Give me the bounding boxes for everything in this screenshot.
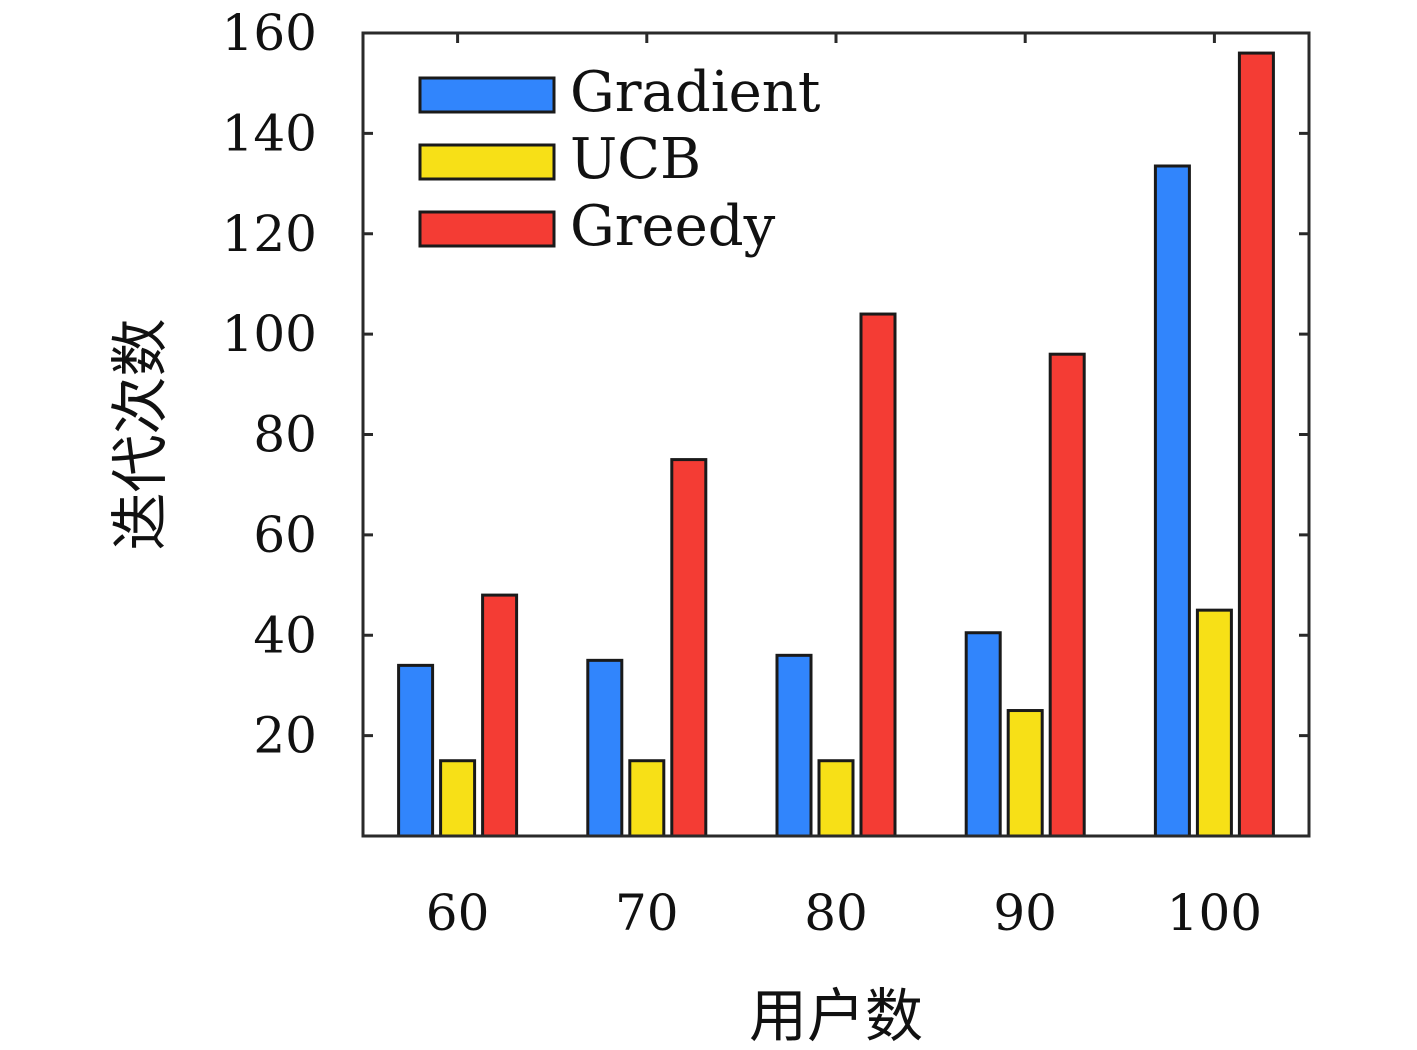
y-tick-label: 40 bbox=[253, 606, 317, 664]
bar-ucb-60 bbox=[439, 759, 477, 838]
legend-label-ucb: UCB bbox=[570, 127, 701, 192]
x-tick-label: 70 bbox=[615, 884, 679, 942]
bar-greedy-70 bbox=[670, 458, 708, 838]
bar-greedy-90 bbox=[1048, 352, 1086, 838]
bar-greedy-60 bbox=[481, 593, 519, 838]
x-tick-label: 60 bbox=[426, 884, 490, 942]
legend-label-greedy: Greedy bbox=[570, 194, 776, 259]
y-tick-label: 120 bbox=[222, 205, 317, 263]
legend-swatch-greedy bbox=[418, 210, 556, 248]
y-tick-label: 20 bbox=[253, 707, 317, 765]
y-tick-label: 160 bbox=[222, 4, 317, 62]
x-tick-label: 90 bbox=[993, 884, 1057, 942]
bar-greedy-100 bbox=[1237, 51, 1275, 838]
ticks-layer: 20 40 60 80 100 120 140 160 60 70 80 90 100 bbox=[222, 4, 1309, 942]
bar-gradient-90 bbox=[964, 631, 1002, 838]
x-axis-title: 用户数 bbox=[749, 982, 923, 1050]
bar-ucb-80 bbox=[817, 759, 855, 838]
plot-frame bbox=[361, 31, 1311, 838]
bar-gradient-60 bbox=[397, 663, 435, 838]
bar-gradient-70 bbox=[586, 658, 624, 838]
y-axis-title: 迭代次数 bbox=[106, 318, 174, 550]
y-tick-label: 60 bbox=[253, 506, 317, 564]
bar-greedy-80 bbox=[859, 312, 897, 838]
bar-ucb-100 bbox=[1195, 608, 1233, 838]
x-tick-label: 100 bbox=[1167, 884, 1262, 942]
legend-label-gradient: Gradient bbox=[570, 60, 821, 125]
bar-ucb-90 bbox=[1006, 709, 1044, 838]
bar-gradient-80 bbox=[775, 653, 813, 838]
x-tick-label: 80 bbox=[804, 884, 868, 942]
legend-swatch-gradient bbox=[418, 76, 556, 114]
bar-gradient-100 bbox=[1153, 164, 1191, 838]
bar-ucb-70 bbox=[628, 759, 666, 838]
y-tick-label: 140 bbox=[222, 104, 317, 162]
y-tick-label: 80 bbox=[253, 406, 317, 464]
legend-swatch-ucb bbox=[418, 143, 556, 181]
y-tick-label: 100 bbox=[222, 305, 317, 363]
